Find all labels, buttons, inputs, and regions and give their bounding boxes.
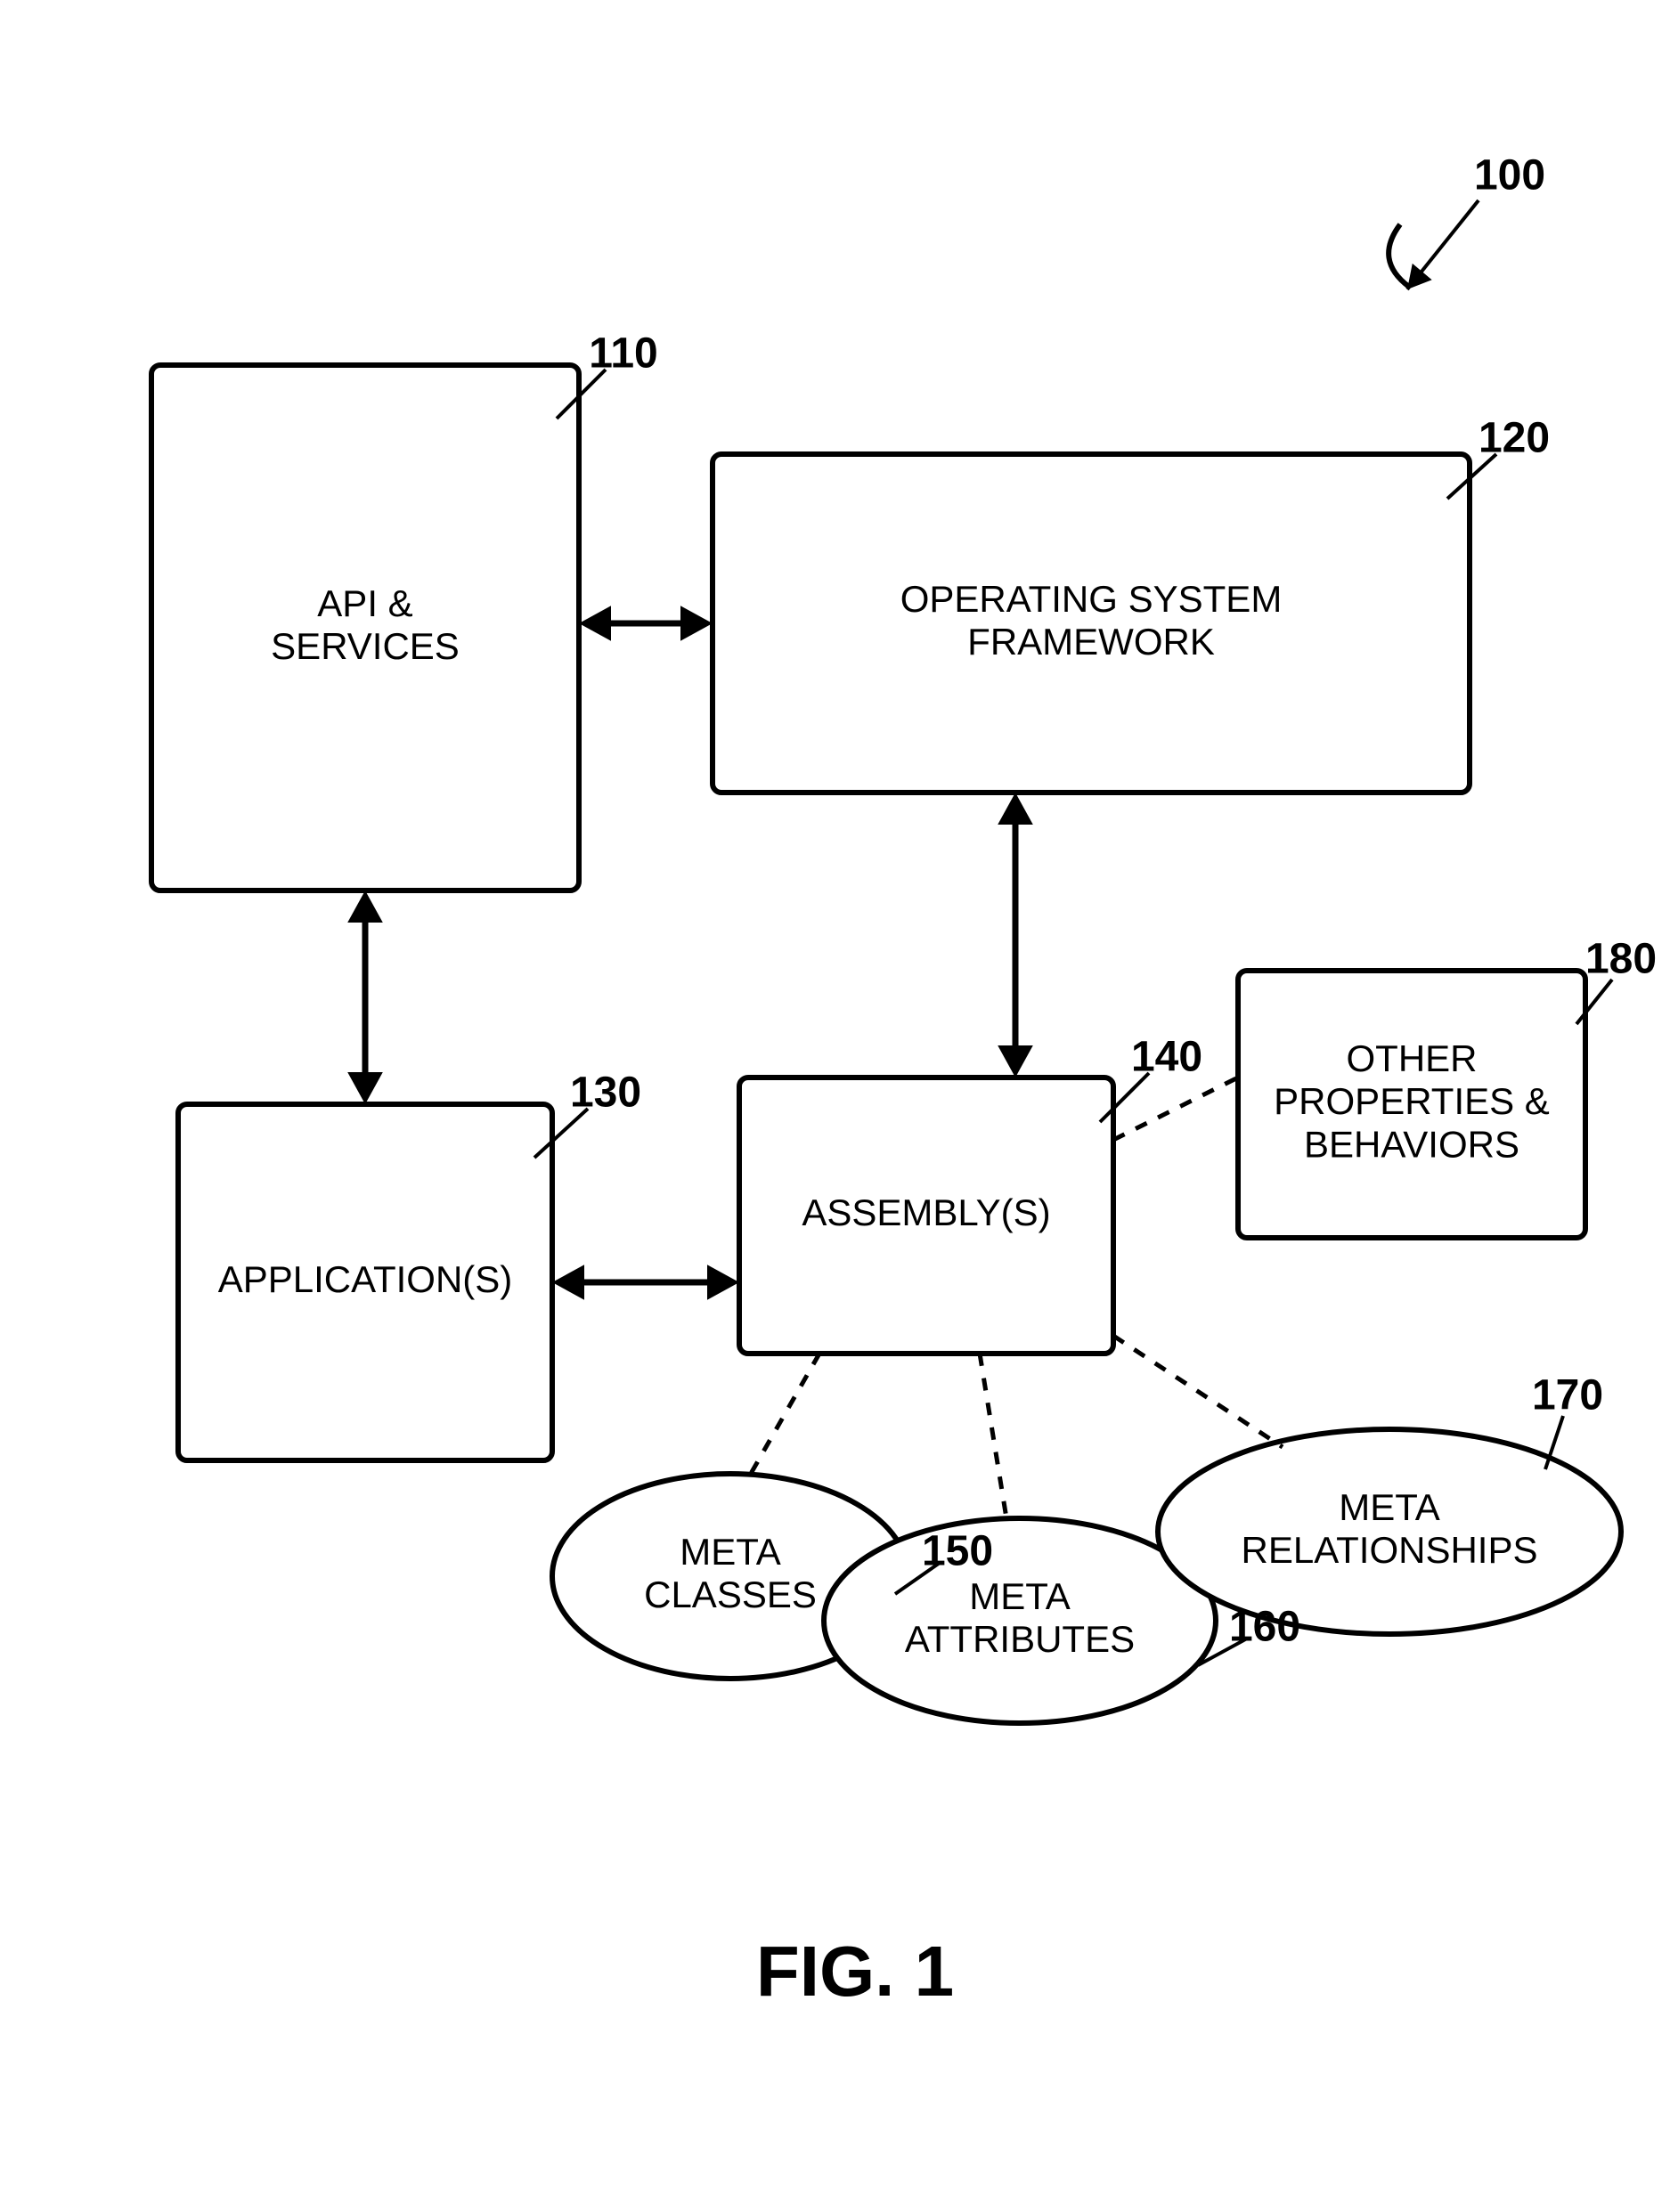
ellipse-classes-label: CLASSES [644,1574,817,1615]
dashed-2 [1113,1336,1283,1447]
ref-r110: 110 [589,330,657,378]
arrowhead-icon [680,606,713,641]
ellipse-rels-label: META [1339,1486,1440,1528]
ref-r160: 160 [1229,1604,1300,1651]
box-api-label: API & [317,582,412,624]
arrowhead-icon [552,1265,584,1300]
arrowhead-icon [347,1072,383,1104]
box-os-label: FRAMEWORK [967,621,1215,663]
ellipse-attrs-label: META [969,1575,1071,1617]
box-other-label: OTHER [1347,1037,1478,1079]
arrowhead-icon [579,606,611,641]
arrowhead-icon [1407,264,1432,289]
ref-r150: 150 [922,1528,993,1575]
ref-r170: 170 [1532,1372,1603,1419]
box-asm-label: ASSEMBLY(S) [802,1191,1050,1233]
dashed-3 [1113,1078,1238,1140]
dashed-1 [980,1354,1006,1518]
arrowhead-icon [998,1045,1033,1078]
box-other-label: PROPERTIES & [1274,1080,1550,1122]
ellipse-classes-label: META [680,1531,781,1573]
dashed-0 [748,1354,819,1478]
box-os-label: OPERATING SYSTEM [900,578,1283,620]
box-api-label: SERVICES [271,625,460,667]
figure-label: FIG. 1 [756,1931,954,2011]
box-app-label: APPLICATION(S) [218,1258,513,1300]
ref-r180: 180 [1585,936,1657,983]
ref-r130: 130 [570,1069,641,1117]
box-other-label: BEHAVIORS [1304,1123,1519,1165]
ellipse-attrs-label: ATTRIBUTES [905,1618,1135,1660]
ref-r120: 120 [1479,415,1550,462]
arrowhead-icon [998,793,1033,825]
ref-r100: 100 [1474,152,1545,199]
arrowhead-icon [347,890,383,923]
ellipse-rels-label: RELATIONSHIPS [1242,1529,1538,1571]
arrowhead-icon [707,1265,739,1300]
curve-100 [1389,224,1409,287]
ref-r140: 140 [1131,1034,1202,1081]
